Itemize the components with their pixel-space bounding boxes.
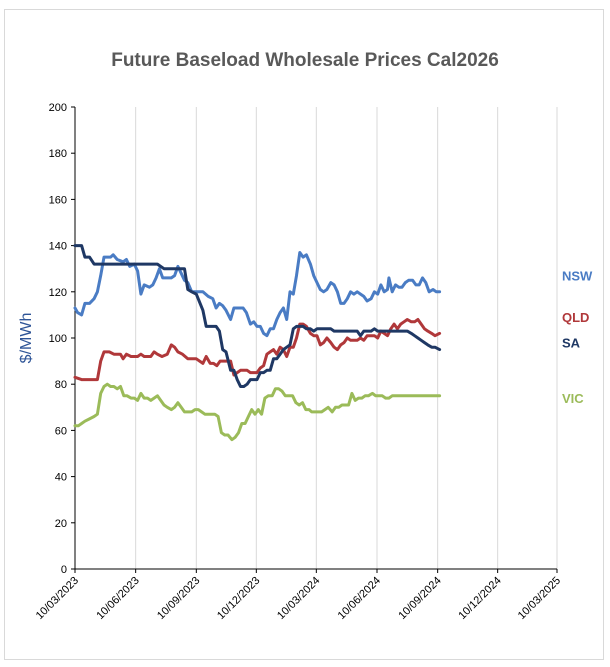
y-tick-label: 120 <box>49 287 67 299</box>
chart-frame <box>4 9 604 660</box>
y-tick-label: 140 <box>49 241 67 253</box>
y-tick-label: 180 <box>49 148 67 160</box>
series-label-qld: QLD <box>562 310 589 325</box>
y-axis-label: $/MWh <box>18 313 35 364</box>
x-tick-label: 10/12/2023 <box>215 575 262 622</box>
x-tick-label: 10/06/2023 <box>94 575 141 622</box>
x-tick-label: 10/09/2024 <box>396 575 443 622</box>
y-tick-label: 100 <box>49 333 67 345</box>
gridlines <box>74 107 558 569</box>
x-tick-label: 10/06/2024 <box>336 575 383 622</box>
y-tick-label: 0 <box>61 564 67 576</box>
x-tick-labels: 10/03/2023 10/06/2023 10/09/2023 10/12/2023… <box>34 575 563 622</box>
chart-title: Future Baseload Wholesale Prices Cal2026 <box>111 50 499 71</box>
x-tick-label: 10/03/2025 <box>516 575 563 622</box>
y-tick-label: 80 <box>55 379 67 391</box>
y-tick-labels: 0 20 40 60 80 100 120 140 160 180 200 <box>49 102 67 576</box>
y-tick-label: 40 <box>55 472 67 484</box>
series-line-qld <box>73 318 442 382</box>
series-label-nsw: NSW <box>562 269 593 284</box>
series-label-vic: VIC <box>562 391 584 406</box>
axes <box>71 106 558 573</box>
y-tick-label: 60 <box>55 425 67 437</box>
x-tick-label: 10/12/2024 <box>456 575 503 622</box>
series-line-vic <box>73 382 442 442</box>
series-labels: NSW QLD SA VIC <box>562 269 593 406</box>
x-tick-label: 10/03/2023 <box>34 575 81 622</box>
series-line-sa <box>73 244 442 388</box>
series-lines <box>73 244 442 442</box>
y-tick-label: 20 <box>55 518 67 530</box>
x-tick-label: 10/09/2023 <box>155 575 202 622</box>
series-line-nsw <box>73 251 442 338</box>
y-tick-label: 200 <box>49 102 67 114</box>
series-label-sa: SA <box>562 336 581 351</box>
x-tick-label: 10/03/2024 <box>275 575 322 622</box>
y-tick-label: 160 <box>49 194 67 206</box>
